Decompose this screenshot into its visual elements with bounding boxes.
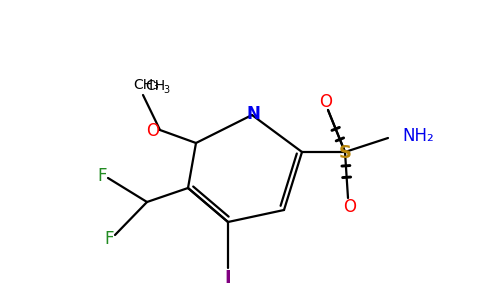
Text: 3: 3: [163, 85, 169, 95]
Text: F: F: [97, 167, 107, 185]
Text: CH: CH: [145, 79, 165, 93]
Text: N: N: [246, 105, 260, 123]
Text: O: O: [147, 122, 160, 140]
Text: O: O: [344, 198, 357, 216]
Text: S: S: [338, 144, 351, 162]
Text: F: F: [104, 230, 114, 248]
Text: NH₂: NH₂: [402, 127, 434, 145]
Text: O: O: [319, 93, 333, 111]
Text: CH₃: CH₃: [133, 78, 159, 92]
Text: I: I: [225, 269, 231, 287]
